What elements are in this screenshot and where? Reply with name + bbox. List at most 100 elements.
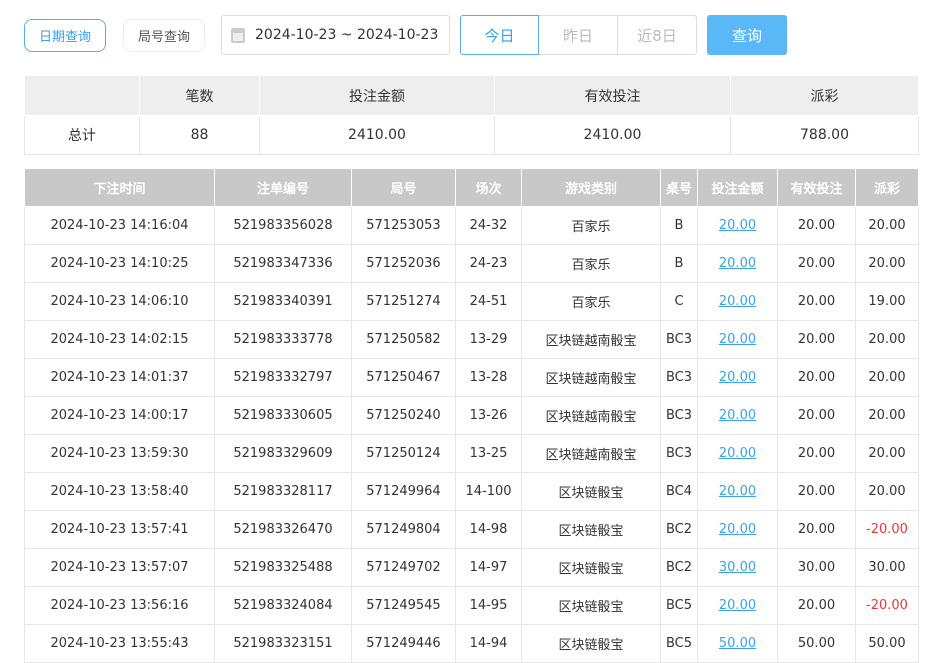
table-cell: 百家乐 — [521, 244, 661, 283]
table-cell: 20.00 — [777, 434, 856, 473]
date-range-value: 2024-10-23 ~ 2024-10-23 — [255, 27, 439, 43]
table-cell: BC5 — [660, 586, 698, 625]
bet-amount-link[interactable]: 20.00 — [697, 434, 778, 473]
yesterday-button[interactable]: 昨日 — [539, 15, 618, 55]
column-header: 局号 — [351, 168, 456, 207]
table-cell: 20.00 — [855, 434, 919, 473]
bet-amount-link[interactable]: 20.00 — [697, 358, 778, 397]
table-cell: 571252036 — [351, 244, 456, 283]
table-cell: BC3 — [660, 434, 698, 473]
summary-cell: 2410.00 — [259, 115, 495, 155]
table-cell: 521983340391 — [214, 282, 352, 321]
table-cell: BC3 — [660, 358, 698, 397]
bet-amount-link[interactable]: 50.00 — [697, 624, 778, 663]
table-cell: 14-100 — [455, 472, 522, 511]
round-query-tab[interactable]: 局号查询 — [123, 19, 205, 52]
table-cell: 571253053 — [351, 206, 456, 245]
bet-amount-link[interactable]: 20.00 — [697, 396, 778, 435]
table-cell: 区块链越南骰宝 — [521, 396, 661, 435]
calendar-icon — [231, 27, 245, 43]
summary-header: 投注金额 — [259, 75, 495, 116]
column-header: 场次 — [455, 168, 522, 207]
table-cell: BC2 — [660, 510, 698, 549]
table-cell: 20.00 — [855, 472, 919, 511]
table-cell: C — [660, 282, 698, 321]
table-cell: 20.00 — [777, 358, 856, 397]
table-cell: 2024-10-23 14:16:04 — [24, 206, 215, 245]
table-cell: 50.00 — [855, 624, 919, 663]
table-cell: 24-51 — [455, 282, 522, 321]
summary-cell: 总计 — [24, 115, 140, 155]
column-header: 下注时间 — [24, 168, 215, 207]
table-cell: 20.00 — [777, 206, 856, 245]
table-cell: 20.00 — [777, 396, 856, 435]
table-cell: BC4 — [660, 472, 698, 511]
table-cell: 571249804 — [351, 510, 456, 549]
table-cell: 区块链越南骰宝 — [521, 434, 661, 473]
table-cell: BC3 — [660, 396, 698, 435]
column-header: 派彩 — [855, 168, 919, 207]
query-button[interactable]: 查询 — [707, 15, 787, 55]
bet-amount-link[interactable]: 20.00 — [697, 586, 778, 625]
table-cell: 2024-10-23 13:57:07 — [24, 548, 215, 587]
bet-records-table: 下注时间 注单编号 局号 场次 游戏类别 桌号 投注金额 有效投注 派彩 2024-10-23 … — [24, 168, 919, 663]
table-cell: 30.00 — [777, 548, 856, 587]
table-cell: 30.00 — [855, 548, 919, 587]
table-cell: -20.00 — [855, 586, 919, 625]
table-cell: 50.00 — [777, 624, 856, 663]
table-cell: 20.00 — [777, 510, 856, 549]
table-cell: 区块链骰宝 — [521, 510, 661, 549]
table-cell: 571250124 — [351, 434, 456, 473]
table-cell: 20.00 — [855, 358, 919, 397]
date-query-tab[interactable]: 日期查询 — [24, 19, 106, 52]
table-cell: 521983328117 — [214, 472, 352, 511]
table-cell: 571250240 — [351, 396, 456, 435]
table-cell: 571251274 — [351, 282, 456, 321]
today-button[interactable]: 今日 — [460, 15, 539, 55]
table-cell: 2024-10-23 14:06:10 — [24, 282, 215, 321]
table-cell: 571250467 — [351, 358, 456, 397]
table-cell: 19.00 — [855, 282, 919, 321]
table-cell: 571249964 — [351, 472, 456, 511]
table-cell: 571249545 — [351, 586, 456, 625]
table-cell: 521983347336 — [214, 244, 352, 283]
table-cell: 14-97 — [455, 548, 522, 587]
table-cell: 2024-10-23 13:55:43 — [24, 624, 215, 663]
summary-cell: 88 — [139, 115, 260, 155]
table-row: 2024-10-23 14:02:15 521983333778 571250582… — [24, 320, 919, 359]
table-row: 2024-10-23 14:00:17 521983330605 571250240… — [24, 396, 919, 435]
bet-amount-link[interactable]: 30.00 — [697, 548, 778, 587]
table-cell: 2024-10-23 14:10:25 — [24, 244, 215, 283]
summary-header: 派彩 — [730, 75, 919, 116]
summary-table: 笔数 投注金额 有效投注 派彩 总计 88 2410.00 2410.00 788.00 — [24, 75, 919, 155]
bet-amount-link[interactable]: 20.00 — [697, 244, 778, 283]
table-cell: 20.00 — [855, 320, 919, 359]
table-cell: 2024-10-23 14:02:15 — [24, 320, 215, 359]
table-cell: 20.00 — [777, 282, 856, 321]
table-cell: 571249702 — [351, 548, 456, 587]
table-cell: 20.00 — [777, 586, 856, 625]
table-cell: 区块链骰宝 — [521, 548, 661, 587]
table-cell: 13-29 — [455, 320, 522, 359]
bet-amount-link[interactable]: 20.00 — [697, 510, 778, 549]
table-row: 2024-10-23 13:55:43 521983323151 571249446… — [24, 624, 919, 663]
date-range-input[interactable]: 2024-10-23 ~ 2024-10-23 — [221, 15, 450, 55]
table-cell: 2024-10-23 13:57:41 — [24, 510, 215, 549]
table-cell: 20.00 — [855, 206, 919, 245]
table-cell: 24-32 — [455, 206, 522, 245]
table-cell: 14-94 — [455, 624, 522, 663]
bet-amount-link[interactable]: 20.00 — [697, 206, 778, 245]
last-8-days-button[interactable]: 近8日 — [618, 15, 697, 55]
table-cell: 521983326470 — [214, 510, 352, 549]
table-row: 2024-10-23 14:01:37 521983332797 571250467… — [24, 358, 919, 397]
table-cell: 24-23 — [455, 244, 522, 283]
table-cell: 百家乐 — [521, 282, 661, 321]
table-row: 2024-10-23 13:57:07 521983325488 571249702… — [24, 548, 919, 587]
table-cell: BC5 — [660, 624, 698, 663]
table-row: 2024-10-23 14:10:25 521983347336 571252036… — [24, 244, 919, 283]
column-header: 有效投注 — [777, 168, 856, 207]
table-cell: 20.00 — [777, 472, 856, 511]
bet-amount-link[interactable]: 20.00 — [697, 282, 778, 321]
bet-amount-link[interactable]: 20.00 — [697, 472, 778, 511]
bet-amount-link[interactable]: 20.00 — [697, 320, 778, 359]
